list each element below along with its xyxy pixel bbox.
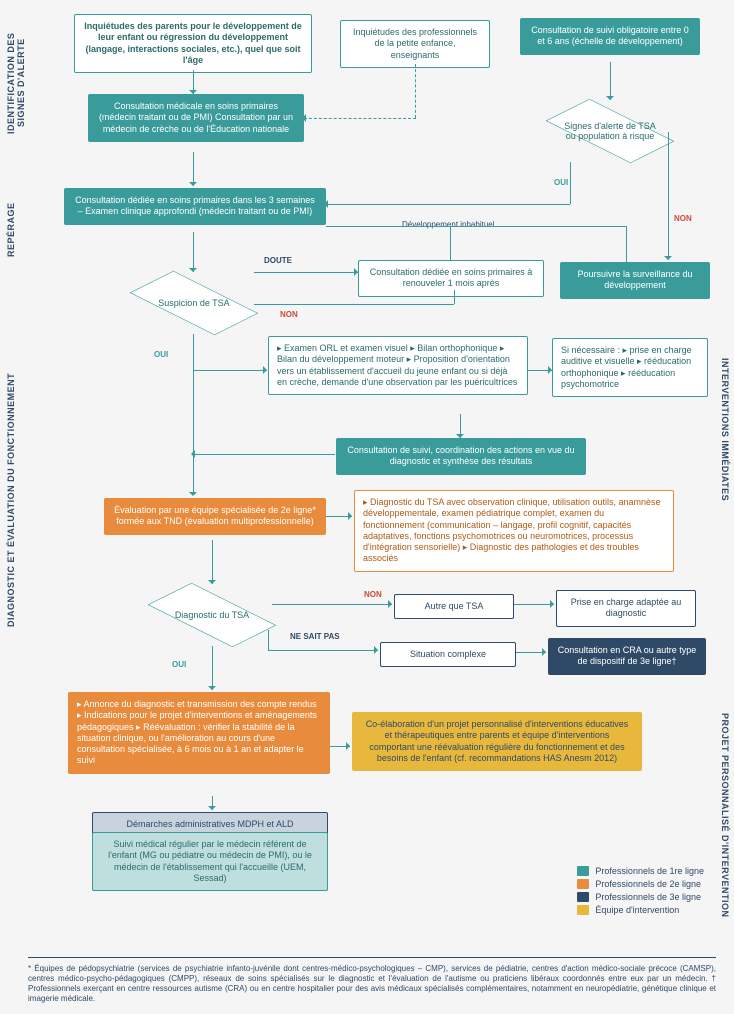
arrow	[193, 232, 194, 272]
arrow-head	[346, 742, 354, 750]
node-prise: Prise en charge adaptée au diagnostic	[556, 590, 696, 627]
arrow-head	[542, 648, 550, 656]
node-cra: Consultation en CRA ou autre type de dis…	[548, 638, 706, 675]
arrow-head	[348, 512, 356, 520]
arrow-head	[189, 268, 197, 276]
arrow-head	[189, 182, 197, 190]
arrow	[193, 370, 267, 371]
arrow	[193, 152, 194, 186]
arrow-head	[208, 580, 216, 588]
node-suivi: Consultation de suivi obligatoire entre …	[520, 18, 700, 55]
lbl-oui-2: OUI	[154, 350, 168, 359]
arrow	[212, 540, 213, 584]
arrow	[193, 454, 335, 455]
arrow	[212, 646, 213, 690]
arrow	[450, 226, 451, 260]
arrow-head	[187, 450, 195, 458]
arrow-head	[263, 366, 271, 374]
arrow	[454, 290, 455, 304]
arrow	[268, 650, 378, 651]
node-exams: ▸ Examen ORL et examen visuel ▸ Bilan or…	[268, 336, 528, 395]
node-dediee: Consultation dédiée en soins primaires d…	[64, 188, 326, 225]
arrow-head	[664, 256, 672, 264]
lbl-nsp: NE SAIT PAS	[290, 632, 340, 641]
lbl-oui-1: OUI	[554, 178, 568, 187]
arrow	[415, 64, 416, 118]
node-diag-detail: ▸ Diagnostic du TSA avec observation cli…	[354, 490, 674, 572]
arrow-head	[298, 114, 306, 122]
arrow-head	[606, 96, 614, 104]
arrow	[610, 62, 611, 100]
arrow-head	[456, 434, 464, 442]
arrow-head	[374, 646, 382, 654]
side-diag: DIAGNOSTIC ET ÉVALUATION DU FONCTIONNEME…	[6, 340, 16, 660]
side-ident: IDENTIFICATION DES SIGNES D'ALERTE	[6, 18, 26, 148]
node-signes: Signes d'alerte de TSA ou population à r…	[550, 100, 670, 162]
arrow	[514, 604, 554, 605]
node-annonce: ▸ Annonce du diagnostic et transmission …	[68, 692, 330, 774]
arrow	[304, 118, 416, 119]
arrow	[626, 226, 627, 262]
arrow	[272, 604, 392, 605]
node-suivi-med: Suivi médical régulier par le médecin ré…	[92, 832, 328, 891]
legend: Professionnels de 1re ligne Professionne…	[577, 866, 704, 918]
arrow-head	[354, 268, 362, 276]
node-coord: Consultation de suivi, coordination des …	[336, 438, 586, 475]
node-autre: Autre que TSA	[394, 594, 514, 619]
arrow	[254, 272, 358, 273]
node-eval2: Évaluation par une équipe spécialisée de…	[104, 498, 326, 535]
node-consult-prim: Consultation médicale en soins primaires…	[88, 94, 304, 142]
arrow-head	[548, 366, 556, 374]
lbl-doute: DOUTE	[264, 256, 292, 265]
arrow-head	[550, 600, 558, 608]
node-complexe: Situation complexe	[380, 642, 516, 667]
arrow-head	[320, 200, 328, 208]
arrow-head	[208, 806, 216, 814]
arrow-head	[189, 492, 197, 500]
arrow-head	[208, 686, 216, 694]
side-reperage: REPÉRAGE	[6, 190, 16, 270]
footnote: * Équipes de pédopsychiatrie (services d…	[28, 957, 716, 1004]
node-pros: Inquiétudes des professionnels de la pet…	[340, 20, 490, 68]
node-suspicion: Suspicion de TSA	[134, 272, 254, 334]
arrow	[326, 204, 570, 205]
node-sinec: Si nécessaire : ▸ prise en charge auditi…	[552, 338, 708, 397]
lbl-dev: Développement inhabituel	[400, 220, 497, 229]
arrow-head	[189, 90, 197, 98]
side-interv: INTERVENTIONS IMMÉDIATES	[720, 330, 730, 530]
lbl-non-3: NON	[364, 590, 382, 599]
arrow	[668, 132, 669, 260]
lbl-oui-3: OUI	[172, 660, 186, 669]
node-diag-tsa: Diagnostic du TSA	[152, 584, 272, 646]
arrow	[254, 304, 454, 305]
arrow	[268, 630, 269, 650]
arrow	[193, 334, 194, 494]
arrow-head	[388, 600, 396, 608]
lbl-non-2: NON	[280, 310, 298, 319]
node-coelab: Co-élaboration d'un projet personnalisé …	[352, 712, 642, 771]
node-poursuivre: Poursuivre la surveillance du développem…	[560, 262, 710, 299]
node-parents: Inquiétudes des parents pour le développ…	[74, 14, 312, 73]
side-projet: PROJET PERSONNALISÉ D'INTERVENTION	[720, 700, 730, 930]
arrow	[326, 226, 626, 227]
lbl-non-1: NON	[674, 214, 692, 223]
arrow	[570, 162, 571, 204]
node-renouv: Consultation dédiée en soins primaires à…	[358, 260, 544, 297]
